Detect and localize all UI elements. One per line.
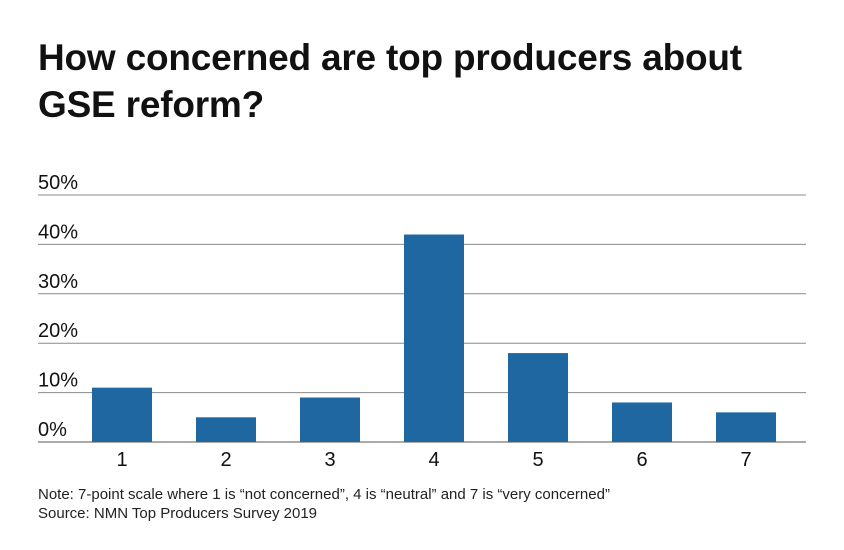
chart-title: How concerned are top producers about GS… xyxy=(38,37,742,125)
y-tick-label: 30% xyxy=(38,271,78,293)
y-tick-label: 40% xyxy=(38,221,78,243)
y-axis-ticks: 0% 10% 20% 30% 40% 50% xyxy=(38,172,78,441)
x-tick-label: 3 xyxy=(324,449,335,471)
x-tick-label: 5 xyxy=(532,449,543,471)
chart-note: Note: 7-point scale where 1 is “not conc… xyxy=(38,486,610,503)
bar xyxy=(612,402,672,442)
x-tick-label: 4 xyxy=(428,449,439,471)
x-tick-label: 6 xyxy=(636,449,647,471)
y-tick-label: 20% xyxy=(38,320,78,342)
x-tick-label: 1 xyxy=(116,449,127,471)
chart-source: Source: NMN Top Producers Survey 2019 xyxy=(38,505,318,522)
bars xyxy=(92,234,776,442)
x-tick-label: 2 xyxy=(220,449,231,471)
y-tick-label: 0% xyxy=(38,419,67,441)
bar-chart: 0% 10% 20% 30% 40% 50% 1 2 3 4 5 6 7 xyxy=(38,172,806,471)
bar xyxy=(300,397,360,442)
y-tick-label: 10% xyxy=(38,370,78,392)
y-tick-label: 50% xyxy=(38,172,78,194)
bar xyxy=(508,353,568,442)
bar xyxy=(404,234,464,442)
x-axis-ticks: 1 2 3 4 5 6 7 xyxy=(116,449,751,471)
x-tick-label: 7 xyxy=(740,449,751,471)
bar xyxy=(716,412,776,442)
bar xyxy=(92,387,152,442)
bar xyxy=(196,417,256,442)
